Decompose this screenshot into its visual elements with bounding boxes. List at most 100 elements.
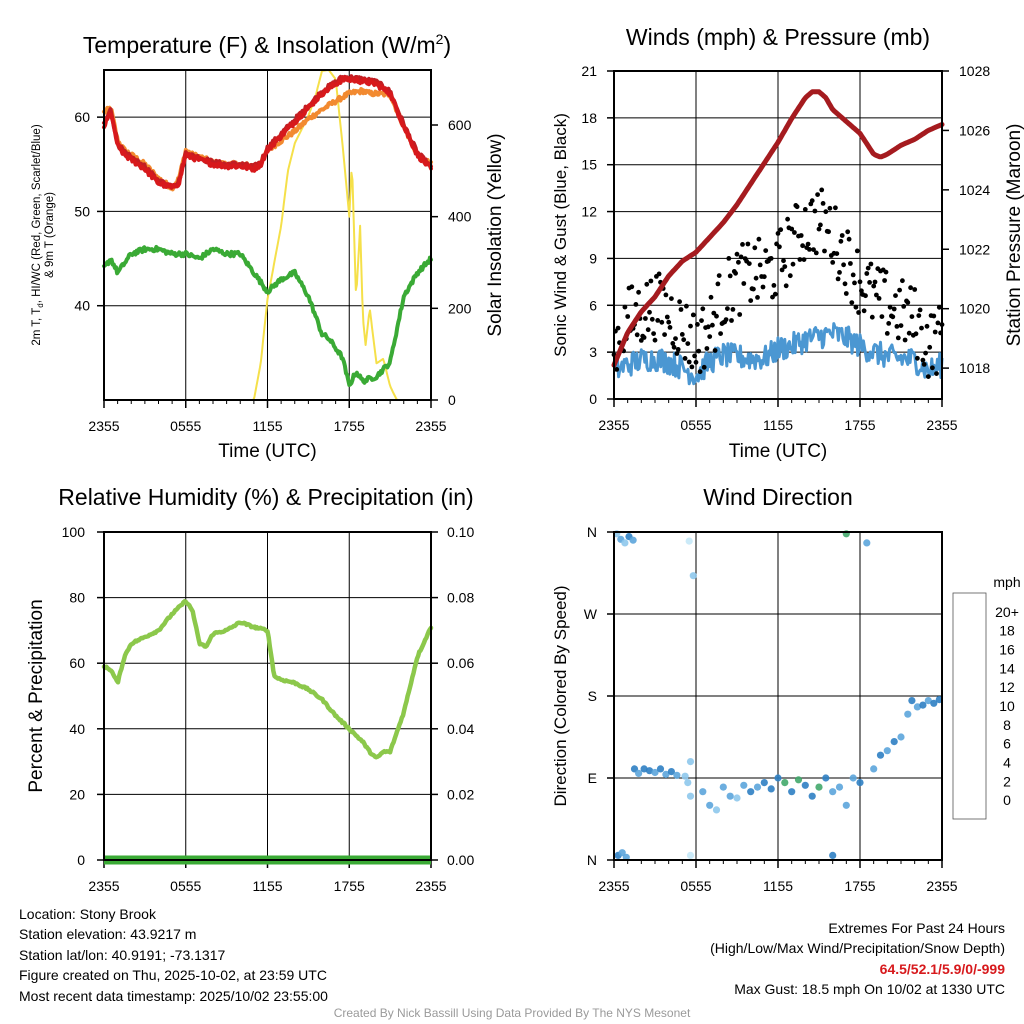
- gust-point: [843, 291, 849, 296]
- gust-point: [736, 259, 741, 265]
- temp-2m-line: [102, 75, 433, 190]
- gust-point: [792, 230, 797, 235]
- rh-xtick-label: 2355: [415, 878, 446, 894]
- rh-plot-border: [103, 531, 432, 861]
- gust-point: [789, 226, 795, 232]
- colorbar-unit: mph: [993, 574, 1020, 590]
- gust-point: [887, 304, 893, 310]
- gust-point: [708, 294, 714, 300]
- direction-point: [686, 851, 695, 860]
- rh-y2tick-label: 0.02: [447, 786, 474, 802]
- gust-point: [801, 257, 807, 262]
- direction-point: [794, 776, 803, 784]
- max-gust: Max Gust: 18.5 mph On 10/02 at 1330 UTC: [734, 981, 1005, 998]
- gust-point: [934, 371, 939, 376]
- direction-point: [842, 801, 850, 809]
- gust-point: [662, 332, 667, 337]
- gust-point: [669, 296, 674, 301]
- direction-point: [876, 751, 885, 759]
- direction-point: [863, 539, 871, 547]
- gust-point: [874, 292, 879, 298]
- gust-point: [830, 260, 836, 265]
- extremes-values: 64.5/52.1/5.9/0/-999: [879, 960, 1005, 977]
- temp-xtick-label: 2355: [415, 418, 446, 434]
- gust-point: [854, 248, 860, 254]
- gust-point: [615, 325, 621, 331]
- temperature-panel: Temperature (F) & Insolation (W/m2) 40 50…: [31, 31, 506, 462]
- gust-point: [704, 346, 710, 351]
- rh-ytick-label: 80: [69, 590, 85, 606]
- gust-point: [712, 348, 718, 353]
- gust-point: [846, 236, 852, 242]
- gust-point: [741, 281, 747, 286]
- gust-point: [835, 276, 841, 282]
- gust-point: [872, 279, 878, 285]
- gust-point: [900, 278, 905, 284]
- gust-point: [893, 293, 898, 298]
- direction-point: [618, 849, 626, 857]
- direction-point: [651, 768, 659, 777]
- direction-point: [930, 699, 938, 707]
- gust-point: [655, 318, 661, 323]
- gust-point: [667, 325, 673, 330]
- temp-xtick-label: 1755: [334, 418, 365, 434]
- direction-point: [699, 788, 707, 796]
- gust-point: [679, 332, 685, 337]
- gust-point: [930, 365, 935, 371]
- direction-point: [801, 781, 809, 789]
- direction-point: [913, 703, 922, 711]
- temp-xlabel: Time (UTC): [218, 441, 317, 462]
- gust-point: [891, 306, 897, 312]
- wind-xtick-label: 1155: [763, 417, 793, 433]
- gust-point: [648, 278, 654, 284]
- wind-y2label: Station Pressure (Maroon): [1004, 124, 1024, 347]
- gust-point: [738, 254, 744, 260]
- direction-point: [673, 771, 681, 779]
- gust-point: [647, 309, 652, 315]
- gust-point: [625, 314, 631, 319]
- direction-point: [919, 701, 927, 709]
- gust-point: [782, 264, 788, 269]
- gust-point: [711, 310, 717, 316]
- rh-xtick-label: 1755: [334, 878, 365, 894]
- wind-y2tick-label: 1018: [959, 360, 990, 376]
- gust-point: [641, 335, 647, 340]
- direction-point: [733, 794, 741, 802]
- direction-point: [808, 792, 816, 800]
- rh-xtick-label: 0555: [170, 878, 201, 894]
- direction-point: [849, 774, 857, 782]
- gust-point: [800, 243, 805, 249]
- direction-point: [829, 788, 837, 796]
- extremes-heading: Extremes For Past 24 Hours: [828, 920, 1005, 936]
- wind-plot-border: [613, 70, 943, 400]
- gust-point: [656, 271, 662, 277]
- gust-point: [839, 233, 845, 238]
- gust-point: [812, 208, 818, 214]
- rh-ytick-label: 60: [69, 655, 85, 671]
- gust-point: [886, 321, 892, 326]
- extremes-legend: (High/Low/Max Wind/Precipitation/Snow De…: [710, 940, 1005, 957]
- gust-point: [697, 369, 703, 375]
- direction-point: [760, 779, 768, 787]
- direction-point: [856, 779, 864, 787]
- gust-point: [936, 304, 942, 310]
- direction-point: [686, 758, 695, 766]
- gust-point: [797, 257, 803, 262]
- gust-point: [678, 307, 684, 312]
- gust-point: [659, 319, 665, 325]
- gust-point: [826, 229, 831, 235]
- direction-point: [753, 783, 762, 791]
- temperature-title: Temperature (F) & Insolation (W/m2): [83, 31, 451, 58]
- gust-point: [819, 187, 825, 193]
- gust-point: [876, 296, 882, 301]
- direction-point: [621, 539, 629, 547]
- gust-point: [920, 357, 926, 363]
- gust-point: [932, 329, 938, 335]
- gust-point: [778, 227, 784, 233]
- gust-point: [693, 359, 699, 365]
- direction-point: [870, 765, 878, 773]
- colorbar-label: 16: [999, 642, 1015, 658]
- direction-point: [686, 792, 695, 800]
- gust-point: [777, 244, 782, 250]
